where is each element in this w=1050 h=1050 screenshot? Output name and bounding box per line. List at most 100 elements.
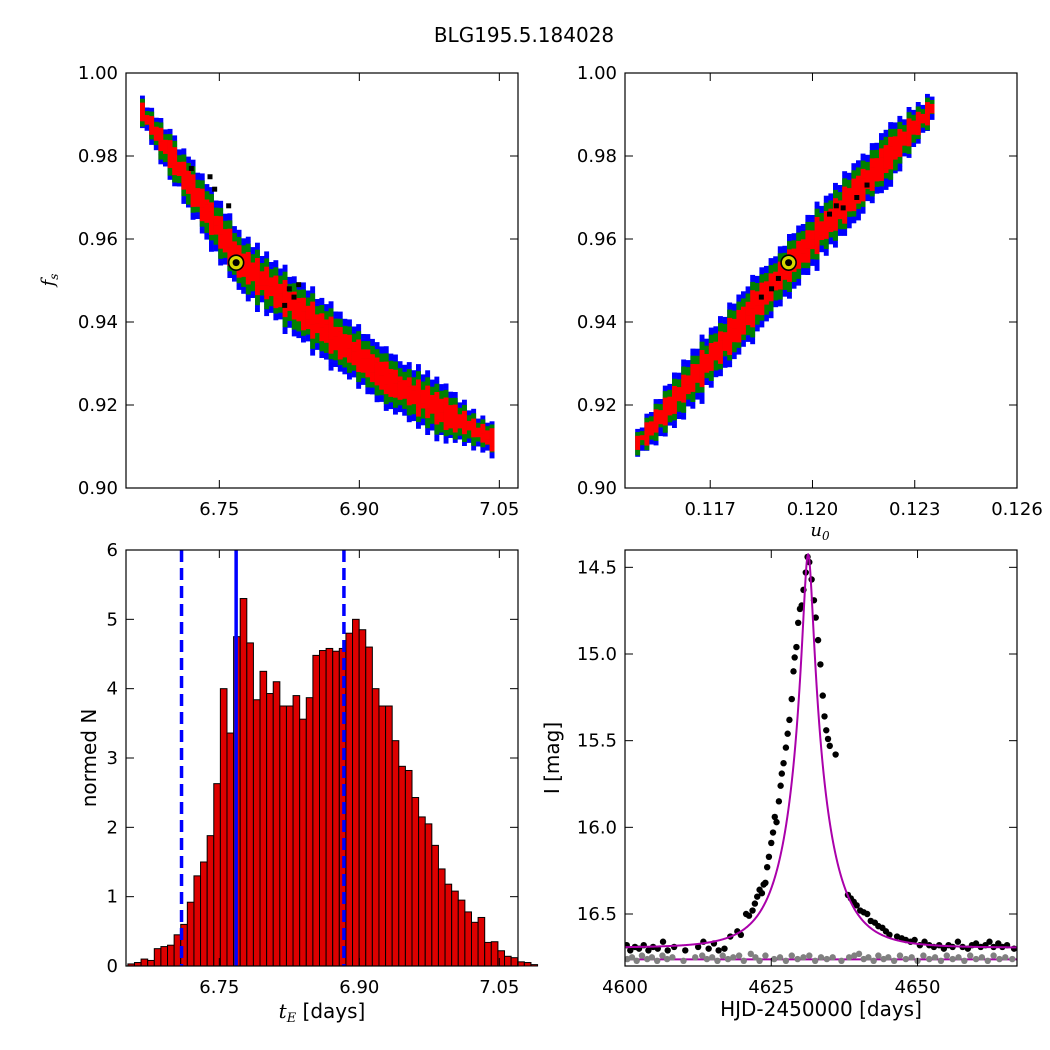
density-cell-inner xyxy=(925,120,930,126)
density-cell-outer xyxy=(708,327,714,333)
density-cell-inner xyxy=(777,270,783,276)
density-cell-outer xyxy=(819,210,825,216)
histogram-bar xyxy=(167,944,175,967)
density-cell-outer xyxy=(457,402,463,408)
density-cell-inner xyxy=(333,345,339,351)
density-cell-middle xyxy=(750,327,756,333)
density-cell-inner xyxy=(888,136,894,142)
density-cell-inner xyxy=(480,437,486,443)
density-cell-outer xyxy=(176,181,182,187)
density-cell-middle xyxy=(411,409,417,415)
density-cell-inner xyxy=(305,310,311,316)
density-cell-inner xyxy=(264,275,270,281)
density-cell-inner xyxy=(819,225,825,231)
density-cell-middle xyxy=(667,417,673,423)
density-cell-middle xyxy=(787,282,792,288)
density-cell-inner xyxy=(685,375,691,381)
density-cell-middle xyxy=(906,149,912,154)
mag-axis-label: I [mag] xyxy=(540,722,564,794)
x-tick-label: 6.90 xyxy=(339,499,379,520)
density-cell-middle xyxy=(773,291,779,296)
density-cell-outer xyxy=(902,119,907,125)
density-cell-outer xyxy=(713,372,719,378)
density-cell-middle xyxy=(158,122,164,128)
histogram-bar xyxy=(292,695,301,967)
density-cell-inner xyxy=(883,158,889,164)
density-cell-outer xyxy=(278,268,283,274)
density-cell-outer xyxy=(791,237,797,243)
density-cell-outer xyxy=(406,417,412,423)
density-cell-outer xyxy=(929,96,935,102)
density-cell-inner xyxy=(662,411,668,417)
density-cell-inner xyxy=(787,272,792,278)
density-cell-middle xyxy=(158,154,164,160)
density-cell-middle xyxy=(466,415,472,421)
density-cell-inner xyxy=(181,184,187,190)
density-cell-middle xyxy=(282,276,288,282)
density-cell-inner xyxy=(259,280,265,286)
density-cell-outer xyxy=(819,247,825,253)
density-cell-inner xyxy=(915,111,921,117)
density-cell-inner xyxy=(727,336,733,342)
density-cell-middle xyxy=(676,379,682,385)
y-tick-label: 0.90 xyxy=(78,478,118,499)
data-point xyxy=(821,713,828,720)
density-cell-inner xyxy=(383,384,389,390)
density-cell-outer xyxy=(667,420,673,426)
density-cell-inner xyxy=(314,319,320,324)
density-cell-inner xyxy=(837,200,843,206)
density-cell-inner xyxy=(805,253,811,259)
density-cell-inner xyxy=(218,216,224,222)
density-cell-inner xyxy=(805,230,811,236)
density-cell-inner xyxy=(356,348,362,354)
density-cell-inner xyxy=(750,313,756,319)
density-cell-inner xyxy=(255,281,260,286)
density-cell-outer xyxy=(222,218,228,224)
density-cell-outer xyxy=(475,418,481,424)
density-cell-outer xyxy=(480,415,486,421)
density-cell-middle xyxy=(245,248,251,254)
density-cell-middle xyxy=(892,133,898,139)
density-cell-inner xyxy=(906,127,912,133)
density-cell-middle xyxy=(906,112,912,118)
density-cell-outer xyxy=(402,364,408,370)
density-cell-inner xyxy=(236,272,242,278)
plot-frame xyxy=(624,72,1018,489)
density-cell-outer xyxy=(708,332,714,338)
density-cell-outer xyxy=(452,392,458,397)
density-cell-middle xyxy=(149,111,155,117)
density-cell-inner xyxy=(681,388,687,394)
density-cell-inner xyxy=(471,423,477,429)
density-cell-inner xyxy=(328,321,334,327)
density-cell-middle xyxy=(837,196,843,202)
density-cell-inner xyxy=(434,410,440,416)
density-cell-outer xyxy=(856,210,861,216)
density-cell-inner xyxy=(814,230,820,236)
residual-point xyxy=(659,952,666,959)
panel-fs-vs-u0: 0.117 0.120 0.123 0.1260.900.920.940.960.98… xyxy=(577,63,1043,520)
density-cell-middle xyxy=(218,253,224,259)
density-cell-inner xyxy=(370,368,375,373)
density-cell-middle xyxy=(370,345,375,351)
density-cell-outer xyxy=(314,299,320,304)
density-cell-inner xyxy=(485,439,490,445)
density-cell-inner xyxy=(301,302,306,308)
density-cell-outer xyxy=(466,410,472,416)
data-point xyxy=(911,936,918,944)
density-cell-outer xyxy=(351,372,357,378)
density-cell-outer xyxy=(713,326,719,332)
sample-point xyxy=(188,165,194,171)
density-cell-middle xyxy=(199,185,205,190)
density-cell-outer xyxy=(287,322,293,328)
density-cell-inner xyxy=(360,358,366,364)
sample-point xyxy=(758,294,764,300)
density-cell-outer xyxy=(782,245,788,251)
density-cell-inner xyxy=(416,397,421,403)
density-cell-inner xyxy=(842,200,848,206)
density-cell-inner xyxy=(245,279,251,285)
density-cell-middle xyxy=(434,383,440,389)
density-cell-middle xyxy=(140,121,145,127)
density-cell-inner xyxy=(195,192,201,198)
density-cell-middle xyxy=(828,205,834,210)
